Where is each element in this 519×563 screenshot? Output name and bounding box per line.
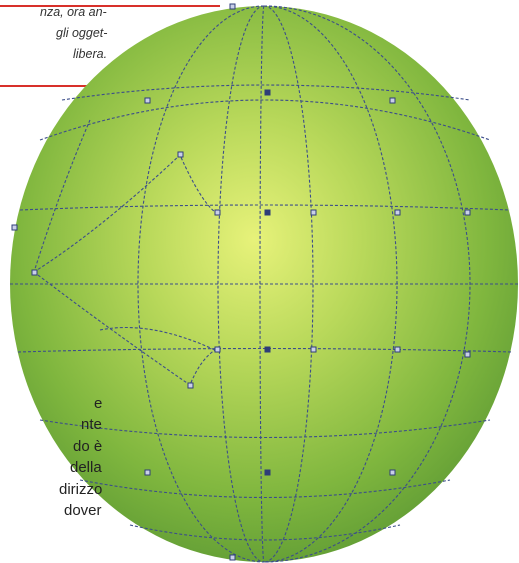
- body-text-line: dirizzo: [59, 481, 103, 498]
- body-text-line: della: [70, 459, 102, 476]
- mesh: [10, 5, 518, 563]
- body-text-line: do è: [73, 438, 103, 455]
- mesh-nodes: [11, 3, 471, 561]
- body-text-line: nte: [81, 416, 102, 433]
- caption-line: nza, ora an-: [40, 5, 107, 19]
- caption-line: gli ogget-: [56, 26, 108, 40]
- sphere: [10, 6, 518, 562]
- body-text-line: dover: [64, 502, 102, 519]
- caption-line: libera.: [73, 47, 108, 61]
- body-text-line: e: [94, 395, 103, 412]
